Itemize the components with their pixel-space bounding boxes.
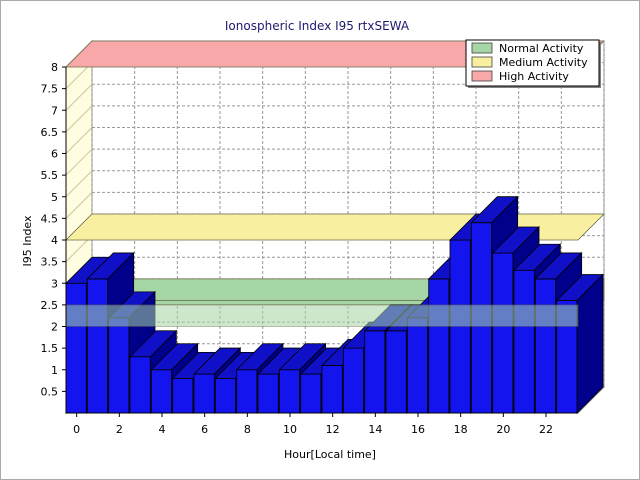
bar-11 bbox=[300, 373, 322, 414]
gridline-wall bbox=[65, 170, 93, 198]
bar-17 bbox=[428, 278, 450, 414]
bar-9 bbox=[257, 373, 279, 414]
x-tick-label: 20 bbox=[496, 423, 510, 436]
bar-20 bbox=[492, 252, 514, 414]
bar-8 bbox=[236, 369, 258, 414]
gridline-wall bbox=[65, 127, 93, 154]
legend-swatch-1 bbox=[471, 56, 493, 68]
y-tick-label: 7.5 bbox=[41, 83, 59, 96]
bar-1 bbox=[86, 278, 109, 414]
chart-title: Ionospheric Index I95 rtxSEWA bbox=[225, 19, 410, 33]
x-tick-label: 22 bbox=[539, 423, 553, 436]
x-tick-label: 4 bbox=[159, 423, 166, 436]
x-tick-label: 14 bbox=[368, 423, 382, 436]
y-tick-label: 2.5 bbox=[41, 299, 59, 312]
bar-3 bbox=[129, 356, 151, 414]
bar-4 bbox=[150, 369, 173, 414]
bar-5 bbox=[172, 377, 194, 414]
gridline-wall bbox=[65, 83, 93, 111]
y-tick-label: 4.5 bbox=[41, 212, 59, 225]
y-tick-label: 4 bbox=[51, 234, 58, 247]
band-front-0 bbox=[65, 304, 579, 327]
y-tick-label: 1.5 bbox=[41, 342, 59, 355]
x-tick-label: 2 bbox=[116, 423, 123, 436]
bar-0 bbox=[65, 282, 87, 414]
y-tick-label: 0.5 bbox=[41, 385, 59, 398]
y-tick-label: 2 bbox=[51, 321, 58, 334]
y-tick-label: 7 bbox=[51, 104, 58, 117]
y-tick-label: 8 bbox=[51, 61, 58, 74]
y-axis-label: I95 Index bbox=[21, 215, 34, 267]
legend-label-0: Normal Activity bbox=[499, 42, 584, 55]
x-tick-label: 0 bbox=[73, 423, 80, 436]
bar-7 bbox=[214, 377, 237, 414]
y-tick-label: 5.5 bbox=[41, 169, 59, 182]
y-tick-label: 3.5 bbox=[41, 256, 59, 269]
x-tick-label: 12 bbox=[326, 423, 340, 436]
x-tick-label: 10 bbox=[283, 423, 297, 436]
legend-label-2: High Activity bbox=[499, 70, 569, 83]
gridline-wall bbox=[65, 148, 93, 176]
y-tick-label: 6 bbox=[51, 148, 58, 161]
bar-series bbox=[65, 195, 604, 414]
x-axis-label: Hour[Local time] bbox=[284, 448, 376, 461]
chart-axes: 0.5 1 1.5 2 2.5 3 3.5 4 4.5 5 5.5 6 6.5 7 7.5 8 0 2 4 6 8 10 1… bbox=[41, 61, 578, 436]
gridline-wall bbox=[65, 192, 93, 219]
bar-16 bbox=[406, 317, 429, 414]
bar-14 bbox=[364, 330, 386, 414]
bar-12 bbox=[321, 365, 343, 414]
x-tick-label: 6 bbox=[201, 423, 208, 436]
y-tick-label: 3 bbox=[51, 277, 58, 290]
y-tick-label: 6.5 bbox=[41, 126, 59, 139]
y-tick-label: 5 bbox=[51, 191, 58, 204]
x-tick-label: 18 bbox=[454, 423, 468, 436]
legend-swatch-0 bbox=[471, 42, 493, 54]
gridline-wall bbox=[65, 105, 93, 133]
bar-15 bbox=[385, 330, 407, 414]
bar-21 bbox=[513, 269, 535, 414]
bar-side-23 bbox=[576, 273, 604, 414]
legend-swatch-2 bbox=[471, 70, 493, 82]
x-tick-label: 8 bbox=[244, 423, 251, 436]
activity-bands-front bbox=[65, 304, 579, 327]
bar-10 bbox=[278, 369, 301, 414]
legend-label-1: Medium Activity bbox=[499, 56, 588, 69]
bar-6 bbox=[193, 373, 215, 414]
bar-13 bbox=[342, 347, 365, 414]
x-tick-label: 16 bbox=[411, 423, 425, 436]
bar-2 bbox=[108, 317, 130, 414]
y-tick-label: 1 bbox=[51, 364, 58, 377]
bar-22 bbox=[534, 278, 557, 414]
